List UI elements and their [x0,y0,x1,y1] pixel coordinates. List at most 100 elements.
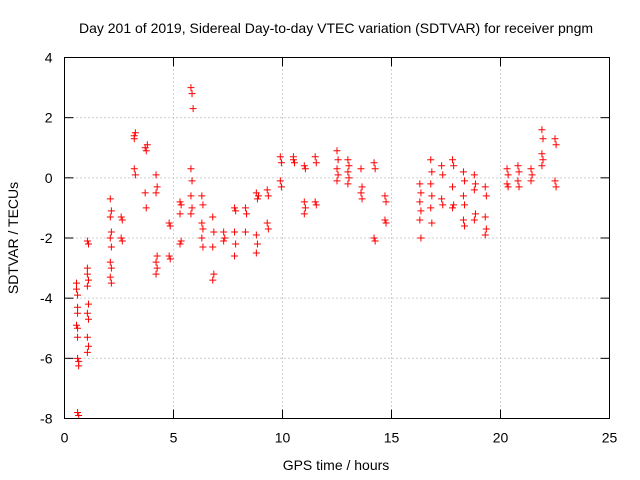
data-point [130,132,138,140]
data-point [504,171,512,179]
data-point [481,213,489,221]
data-point [131,129,139,137]
data-point [118,237,126,245]
data-point [74,309,82,317]
data-point [471,180,479,188]
data-point [461,201,469,209]
data-point [552,141,560,149]
data-point [177,201,185,209]
data-point [166,222,174,230]
data-point [83,264,91,272]
data-point [152,270,160,278]
data-point [231,228,239,236]
data-point [312,201,320,209]
data-point [311,153,319,161]
data-point [538,150,546,158]
data-point [107,243,115,251]
data-point [243,210,251,218]
data-point [220,228,228,236]
data-point [300,162,308,170]
y-tick-label: -6 [40,350,53,366]
data-point [72,285,80,293]
data-point [165,252,173,260]
data-point [528,171,536,179]
data-point [515,168,523,176]
data-point [264,225,272,233]
data-point [371,237,379,245]
data-point [241,228,249,236]
axis-ticks: 0 5 10 15 20 25 -8 -6 -4 -2 0 2 4 [40,50,617,446]
data-point [106,273,114,281]
data-point [357,165,365,173]
data-point [461,177,469,185]
data-point [199,225,207,233]
data-point [358,195,366,203]
data-point [301,204,309,212]
data-point [428,168,436,176]
data-point [481,183,489,191]
data-point [84,300,92,308]
y-tick-label: -4 [40,290,53,306]
data-point [143,141,151,149]
y-tick-label: 4 [45,50,53,66]
data-point [72,279,80,287]
y-tick-label: -8 [40,411,53,427]
data-point [459,192,467,200]
data-point [416,198,424,206]
data-point [527,177,535,185]
data-point [450,201,458,209]
data-point [198,234,206,242]
data-point [107,264,115,272]
data-point [459,168,467,176]
data-point [74,324,82,332]
data-point [130,165,138,173]
data-point [370,234,378,242]
data-point [255,192,263,200]
data-point [106,258,114,266]
data-point [74,291,82,299]
data-point [358,183,366,191]
data-point [263,219,271,227]
data-point [470,171,478,179]
data-point [503,165,511,173]
data-point [514,177,522,185]
data-point [152,258,160,266]
data-point [176,198,184,206]
data-point [241,204,249,212]
data-point [252,231,260,239]
data-point [382,198,390,206]
data-point [515,183,523,191]
data-point [231,252,239,260]
data-point [277,159,285,167]
data-point [152,171,160,179]
plot-frame [64,57,610,419]
data-point [142,147,150,155]
data-point [188,204,196,212]
data-point [449,183,457,191]
data-point [74,333,82,341]
y-axis-label: SDTVAR / TECUs [5,182,21,294]
data-point [333,147,341,155]
data-point [253,195,261,203]
data-point [439,201,447,209]
data-point [153,264,161,272]
data-point [344,168,352,176]
data-point [210,270,218,278]
data-point [514,162,522,170]
data-point [300,198,308,206]
chart-title: Day 201 of 2019, Sidereal Day-to-day VTE… [79,20,593,36]
data-point [301,165,309,173]
data-point [232,207,240,215]
data-point [83,237,91,245]
data-point [209,213,217,221]
data-point [74,408,82,416]
data-point [176,210,184,218]
data-point [416,180,424,188]
data-point [439,171,447,179]
data-point [527,165,535,173]
x-tick-label: 0 [61,430,69,446]
data-point [153,183,161,191]
y-tick-label: 2 [45,110,53,126]
x-axis-label: GPS time / hours [283,457,390,473]
x-tick-label: 10 [275,430,291,446]
